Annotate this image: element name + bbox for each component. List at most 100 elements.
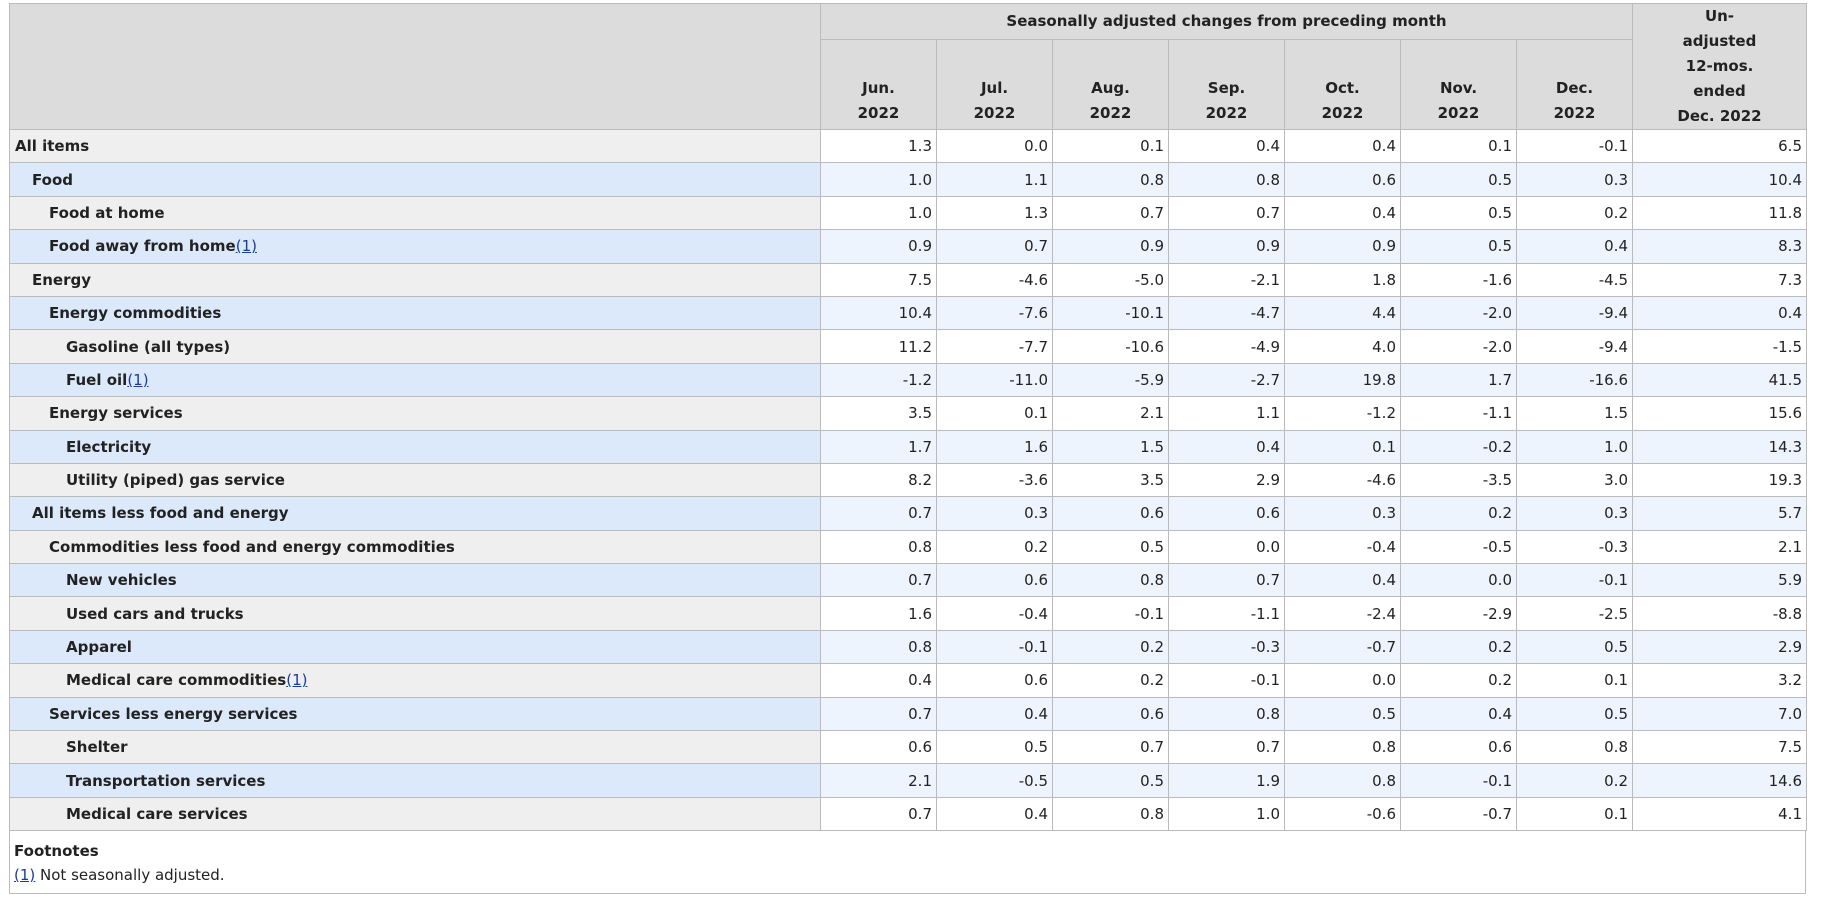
- value-cell: 0.0: [1168, 529, 1285, 565]
- value-cell: 1.7: [820, 429, 937, 464]
- row-label-text: Energy commodities: [49, 304, 222, 323]
- value-cell: 0.4: [936, 696, 1053, 732]
- table-row: New vehicles 0.7 0.6 0.8 0.7 0.4 0.0 -0.1 5.9: [9, 563, 1807, 598]
- cpi-table: Seasonally adjusted changes from precedi…: [9, 2, 1807, 832]
- value-cell: 0.3: [1516, 162, 1633, 197]
- value-cell: 0.3: [936, 496, 1053, 531]
- value-cell: 1.6: [936, 429, 1053, 464]
- value-cell: -1.2: [1284, 396, 1401, 431]
- value-cell: 3.5: [1052, 462, 1169, 498]
- row-label: Food at home: [9, 195, 821, 231]
- value-cell: 0.4: [936, 796, 1053, 832]
- header-line: 2022: [1205, 104, 1248, 122]
- row-label-text: Utility (piped) gas service: [66, 471, 285, 490]
- value-cell: 0.7: [1052, 730, 1169, 765]
- value-cell: -0.4: [936, 596, 1053, 631]
- value-cell: -4.7: [1168, 295, 1285, 331]
- value-cell: 0.7: [936, 229, 1053, 264]
- value-cell: -0.4: [1284, 529, 1401, 565]
- value-cell: 19.8: [1284, 362, 1401, 398]
- corner-cell: [9, 3, 821, 130]
- value-cell: -0.1: [1516, 128, 1633, 164]
- row-label-text: Medical care services: [66, 805, 248, 823]
- value-cell: 0.2: [936, 529, 1053, 565]
- table-row: Services less energy services 0.7 0.4 0.6 0.…: [9, 696, 1807, 732]
- value-cell: -2.7: [1168, 362, 1285, 398]
- value-cell: 1.0: [820, 195, 937, 231]
- row-label: Services less energy services: [9, 696, 821, 732]
- footnote-marker[interactable]: (1): [14, 866, 36, 885]
- value-cell: 0.1: [1516, 663, 1633, 698]
- row-label-text: Transportation services: [66, 771, 266, 790]
- row-label: New vehicles: [9, 563, 821, 598]
- value-cell: 0.6: [936, 563, 1053, 598]
- value-cell: 0.7: [820, 696, 937, 732]
- row-label: Energy commodities: [9, 295, 821, 331]
- row-label: Energy services: [9, 396, 821, 431]
- table-row: Energy 7.5 -4.6 -5.0 -2.1 1.8 -1.6 -4.5 7.3: [9, 262, 1807, 297]
- value-cell: 3.0: [1516, 462, 1633, 498]
- footnote-link[interactable]: (1): [235, 237, 257, 256]
- value-cell: 0.4: [1284, 195, 1401, 231]
- value-cell: 7.5: [820, 262, 937, 297]
- footnote-link[interactable]: (1): [286, 671, 308, 690]
- value-cell: 0.5: [1400, 195, 1517, 231]
- value-cell: -7.7: [936, 329, 1053, 364]
- row-label: Transportation services: [9, 763, 821, 798]
- value-cell: 8.3: [1632, 229, 1807, 264]
- value-cell: 0.9: [820, 229, 937, 264]
- value-cell: 0.2: [1516, 195, 1633, 231]
- value-cell: 0.6: [1052, 696, 1169, 732]
- value-cell: 0.9: [1168, 229, 1285, 264]
- table-row: Fuel oil(1) -1.2 -11.0 -5.9 -2.7 19.8 1.7 -16.6…: [9, 362, 1807, 398]
- row-label-text: Electricity: [66, 437, 152, 456]
- row-label: Used cars and trucks: [9, 596, 821, 631]
- group-header: Seasonally adjusted changes from precedi…: [820, 2, 1633, 41]
- value-cell: -2.5: [1516, 596, 1633, 631]
- value-cell: 0.5: [1400, 162, 1517, 197]
- value-cell: -1.5: [1632, 329, 1807, 364]
- row-label: Fuel oil(1): [9, 362, 821, 398]
- value-cell: 2.9: [1168, 462, 1285, 498]
- value-cell: 0.5: [1284, 696, 1401, 732]
- header-line: 2022: [1437, 104, 1480, 122]
- table-body: All items 1.3 0.0 0.1 0.4 0.4 0.1 -0.1 6.5 Food 1.…: [9, 128, 1807, 832]
- row-label: Electricity: [9, 429, 821, 464]
- value-cell: -0.3: [1516, 529, 1633, 565]
- value-cell: -0.7: [1284, 629, 1401, 665]
- row-label-text: Energy: [32, 270, 92, 289]
- footnote-link[interactable]: (1): [127, 370, 149, 389]
- table-row: Apparel 0.8 -0.1 0.2 -0.3 -0.7 0.2 0.5 2.9: [9, 629, 1807, 665]
- value-cell: 0.8: [1168, 162, 1285, 197]
- column-header: Oct. 2022: [1284, 39, 1401, 130]
- value-cell: 0.4: [1168, 429, 1285, 464]
- value-cell: 1.0: [1516, 429, 1633, 464]
- row-label: Food: [9, 162, 821, 197]
- value-cell: 0.5: [1052, 763, 1169, 798]
- value-cell: -9.4: [1516, 295, 1633, 331]
- value-cell: 1.5: [1516, 396, 1633, 431]
- value-cell: 0.8: [1284, 730, 1401, 765]
- header-line: Aug.: [1091, 79, 1130, 97]
- value-cell: 0.8: [1168, 696, 1285, 732]
- value-cell: 0.0: [1400, 563, 1517, 598]
- value-cell: 7.0: [1632, 696, 1807, 732]
- value-cell: -0.7: [1400, 796, 1517, 832]
- table-row: Food at home 1.0 1.3 0.7 0.7 0.4 0.5 0.2 11.8: [9, 195, 1807, 231]
- header-line: 2022: [973, 104, 1016, 122]
- header-line: adjusted: [1682, 32, 1757, 50]
- value-cell: 0.5: [1516, 696, 1633, 732]
- header-line: Dec.: [1555, 79, 1594, 97]
- value-cell: 10.4: [820, 295, 937, 331]
- row-label: Gasoline (all types): [9, 329, 821, 364]
- row-label-text: Apparel: [66, 638, 132, 657]
- value-cell: 1.3: [936, 195, 1053, 231]
- value-cell: -0.5: [1400, 529, 1517, 565]
- value-cell: 0.7: [820, 563, 937, 598]
- value-cell: 2.1: [1052, 396, 1169, 431]
- value-cell: 0.7: [1168, 563, 1285, 598]
- value-cell: 0.4: [1284, 128, 1401, 164]
- value-cell: 1.8: [1284, 262, 1401, 297]
- value-cell: 0.4: [1516, 229, 1633, 264]
